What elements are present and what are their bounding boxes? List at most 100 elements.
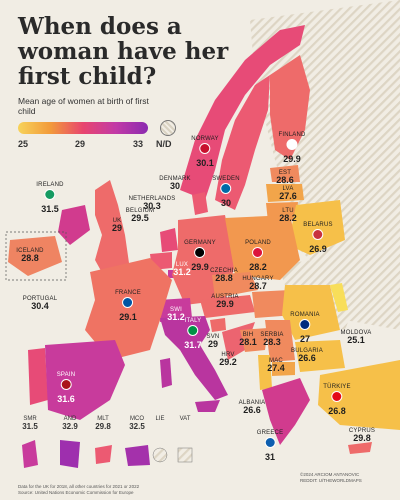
bulgaria-region bbox=[295, 340, 345, 372]
inset-name: AND bbox=[63, 416, 77, 422]
country-value: 27.6 bbox=[279, 191, 297, 201]
flag-icon bbox=[122, 297, 134, 308]
country-label-lux: LUX 31.2 bbox=[173, 262, 191, 277]
country-label-ltu: LTU 28.2 bbox=[279, 208, 297, 223]
country-name: CZECHIA bbox=[210, 268, 238, 274]
country-value: 28.6 bbox=[276, 175, 294, 185]
uk-region bbox=[95, 180, 130, 278]
country-label-hungary: HUNGARY 28.7 bbox=[242, 276, 273, 291]
country-label-bulgaria: BULGARIA 26.6 bbox=[291, 348, 323, 363]
inset-label-smr: SMR 31.5 bbox=[22, 416, 38, 431]
country-value: 31.6 bbox=[57, 394, 75, 404]
cyprus-region bbox=[348, 442, 372, 454]
country-name: GERMANY bbox=[184, 240, 216, 246]
legend-tick-low: 25 bbox=[18, 139, 29, 149]
country-value: 29 bbox=[207, 339, 218, 349]
country-name: POLAND bbox=[245, 240, 271, 246]
portugal-region bbox=[28, 348, 48, 405]
inset-shapes bbox=[22, 440, 193, 468]
finland-region bbox=[270, 55, 310, 160]
belarus-region bbox=[288, 200, 345, 255]
inset-name: MLT bbox=[97, 416, 109, 422]
flag-icon bbox=[187, 325, 199, 336]
country-value: 31.2 bbox=[167, 312, 185, 322]
legend-tick-high: 33 bbox=[133, 139, 144, 149]
country-name: SWI bbox=[170, 307, 182, 313]
country-label-austria: AUSTRIA 29.9 bbox=[211, 294, 238, 309]
inset-label-mco: MCO 32.5 bbox=[129, 416, 145, 431]
country-name: SWEDEN bbox=[212, 176, 240, 182]
denmark-region bbox=[192, 192, 208, 215]
czechia-region bbox=[212, 272, 258, 298]
country-label-italy: ITALY 31.7 bbox=[184, 318, 202, 350]
country-name: LUX bbox=[175, 262, 189, 268]
austria-region bbox=[200, 295, 255, 318]
country-value: 29.9 bbox=[216, 299, 234, 309]
country-label-est: EST 28.6 bbox=[276, 170, 294, 185]
country-label-denmark: DENMARK 30 bbox=[159, 176, 190, 191]
footer-credit: ©2024 ARCIOM ANTANOVIC bbox=[300, 472, 360, 477]
country-label-moldova: MOLDOVA 25.1 bbox=[341, 330, 372, 345]
sardinia-region bbox=[160, 358, 172, 388]
flag-icon bbox=[194, 247, 206, 258]
flag-icon bbox=[252, 247, 264, 258]
country-label-germany: GERMANY 29.9 bbox=[184, 240, 216, 272]
flag-icon bbox=[60, 379, 72, 390]
poland-region bbox=[225, 215, 300, 280]
country-name: BELGIUM bbox=[125, 208, 155, 214]
country-value: 28.2 bbox=[249, 262, 267, 272]
country-value: 26.6 bbox=[298, 353, 316, 363]
country-label-belgium: BELGIUM 29.5 bbox=[126, 208, 154, 223]
country-name: FINLAND bbox=[278, 132, 306, 138]
switzerland-region bbox=[158, 298, 192, 322]
inset-label-lie: LIE bbox=[155, 416, 164, 423]
france-region bbox=[85, 258, 172, 360]
country-label-romania: ROMANIA 27 bbox=[290, 312, 319, 344]
country-name: TÜRKIYE bbox=[323, 384, 351, 390]
greece-region bbox=[262, 378, 310, 445]
country-name: MAC bbox=[269, 358, 283, 364]
country-label-poland: POLAND 28.2 bbox=[245, 240, 271, 272]
country-name: GREECE bbox=[256, 430, 284, 436]
country-name: FRANCE bbox=[115, 290, 141, 296]
country-value: 30.4 bbox=[31, 301, 49, 311]
flag-icon bbox=[264, 437, 276, 448]
country-value: 26.8 bbox=[328, 406, 346, 416]
country-name: ITALY bbox=[184, 318, 202, 324]
country-name: DENMARK bbox=[159, 176, 191, 182]
iceland-box bbox=[5, 231, 67, 281]
country-name: UK bbox=[112, 218, 122, 224]
spain-region bbox=[45, 340, 125, 420]
inset-value: 29.8 bbox=[95, 421, 111, 431]
romania-region bbox=[282, 285, 340, 340]
country-name: BULGARIA bbox=[291, 348, 323, 354]
flag-icon bbox=[299, 319, 311, 330]
country-name: BELARUS bbox=[303, 222, 333, 228]
legend-subtitle: Mean age of women at birth of first chil… bbox=[18, 96, 149, 116]
country-name: SVN bbox=[206, 334, 220, 340]
footer-note: Data for the UK for 2018, all other coun… bbox=[18, 484, 140, 489]
inset-value: 32.9 bbox=[62, 421, 78, 431]
country-value: 28.8 bbox=[21, 253, 39, 263]
country-value: 28.7 bbox=[249, 281, 267, 291]
country-label-mac: MAC 27.4 bbox=[267, 358, 285, 373]
country-name: BIH bbox=[242, 332, 254, 338]
country-value: 29.8 bbox=[353, 433, 371, 443]
inset-value: 32.5 bbox=[129, 421, 145, 431]
country-value: 31.5 bbox=[41, 204, 59, 214]
turkiye-region bbox=[318, 360, 400, 430]
country-value: 29.1 bbox=[119, 312, 137, 322]
inset-label-and: AND 32.9 bbox=[62, 416, 78, 431]
country-label-lva: LVA 27.6 bbox=[279, 186, 297, 201]
flag-icon bbox=[220, 183, 232, 194]
country-label-ireland: IRELAND 31.5 bbox=[36, 182, 63, 214]
country-name: ALBANIA bbox=[238, 400, 266, 406]
country-value: 25.1 bbox=[347, 335, 365, 345]
country-label-albania: ALBANIA 26.6 bbox=[239, 400, 266, 415]
country-label-bih: BIH 28.1 bbox=[239, 332, 257, 347]
flag-icon bbox=[199, 143, 211, 154]
italy-region bbox=[160, 316, 228, 400]
country-value: 28.1 bbox=[239, 337, 257, 347]
country-label-finland: FINLAND 29.9 bbox=[278, 132, 305, 164]
country-label-svn: SVN 29 bbox=[207, 334, 220, 349]
